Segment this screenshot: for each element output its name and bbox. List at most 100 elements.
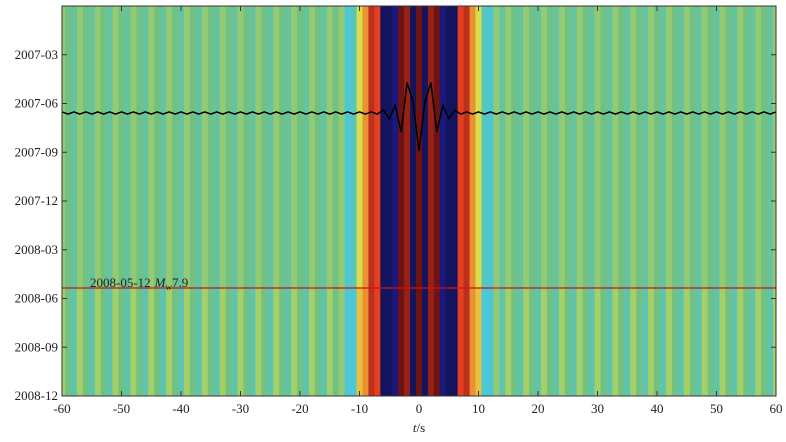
heat-cell	[469, 288, 477, 396]
heat-cell	[606, 288, 613, 396]
heat-cell	[469, 6, 477, 289]
heat-cell	[320, 288, 328, 396]
heat-cell	[344, 6, 352, 289]
heat-cell	[76, 6, 84, 289]
heat-cell	[689, 6, 697, 289]
heat-cell	[445, 6, 453, 289]
heat-cell	[535, 288, 542, 396]
heat-cell	[82, 6, 90, 289]
heat-cell	[636, 288, 643, 396]
heat-cell	[302, 288, 310, 396]
heat-cell	[172, 288, 179, 396]
heat-cell	[195, 288, 203, 396]
heat-cell	[523, 6, 530, 289]
heat-cell	[183, 6, 191, 289]
heat-cell	[588, 288, 596, 396]
heat-cell	[659, 288, 667, 396]
heat-cell	[701, 6, 709, 289]
y-tick-label: 2007-12	[15, 193, 58, 208]
heat-cell	[421, 288, 429, 396]
heat-cell	[160, 288, 167, 396]
heat-cell	[493, 288, 500, 396]
heat-cell	[148, 288, 155, 396]
event-annotation: 2008-05-12 Mw7.9	[90, 275, 188, 292]
heat-cell	[570, 288, 578, 396]
heat-cell	[213, 6, 221, 289]
heat-cell	[582, 6, 590, 289]
heat-cell	[457, 288, 465, 396]
y-tick-label: 2007-09	[15, 144, 58, 159]
heat-cell	[178, 6, 185, 289]
heat-cell	[326, 6, 334, 289]
heat-cell	[344, 288, 352, 396]
event-date: 2008-05-12	[90, 275, 151, 290]
heat-cell	[100, 288, 108, 396]
heat-cell	[237, 6, 244, 289]
heat-cell	[725, 6, 732, 289]
heat-cell	[124, 288, 131, 396]
heat-cell	[642, 6, 649, 289]
heat-cell	[707, 288, 715, 396]
x-tick-label: 50	[710, 401, 723, 416]
heat-cell	[314, 6, 322, 289]
heat-cell	[749, 6, 756, 289]
heat-cell	[463, 6, 471, 289]
heat-cell	[249, 6, 256, 289]
heat-cell	[624, 6, 631, 289]
heat-cell	[731, 288, 738, 396]
heat-cell	[404, 6, 411, 289]
heat-cell	[636, 6, 643, 289]
heat-cell	[439, 6, 447, 289]
heat-cell	[225, 6, 233, 289]
heat-cell	[713, 6, 720, 289]
heat-cell	[535, 6, 542, 289]
heat-cell	[499, 6, 506, 289]
heat-cell	[219, 288, 227, 396]
heat-cell	[261, 288, 268, 396]
x-tick-label: -60	[53, 401, 70, 416]
heat-cell	[767, 288, 774, 396]
heat-cell	[332, 6, 340, 289]
heat-cell	[457, 6, 465, 289]
heat-cell	[487, 288, 494, 396]
heat-cell	[493, 6, 500, 289]
heat-cell	[285, 6, 292, 289]
heat-cell	[767, 6, 774, 289]
heat-cell	[648, 6, 655, 289]
x-tick-label: -20	[291, 401, 308, 416]
heat-cell	[743, 6, 750, 289]
heat-cell	[564, 288, 572, 396]
heat-cell	[386, 6, 393, 289]
heat-cell	[683, 288, 691, 396]
heat-cell	[612, 6, 619, 289]
heat-cell	[677, 288, 685, 396]
heat-cell	[511, 288, 518, 396]
heat-cell	[511, 6, 518, 289]
heat-cell	[88, 288, 96, 396]
heat-cell	[517, 6, 524, 289]
heat-cell	[677, 6, 685, 289]
heat-cell	[552, 288, 560, 396]
heat-cell	[665, 6, 673, 289]
heat-cell	[505, 6, 512, 289]
heat-cell	[255, 6, 262, 289]
y-tick-label: 2007-06	[15, 96, 59, 111]
heat-cell	[481, 288, 488, 396]
heat-cell	[594, 6, 601, 289]
heat-cell	[172, 6, 179, 289]
heat-cell	[70, 288, 78, 396]
heat-cell	[243, 6, 250, 289]
heat-cell	[267, 6, 274, 289]
heat-cell	[332, 288, 340, 396]
x-tick-label: 0	[416, 401, 423, 416]
x-tick-label: -30	[232, 401, 249, 416]
heat-cell	[517, 288, 524, 396]
heat-cell	[713, 288, 720, 396]
heat-cell	[279, 288, 286, 396]
heat-cell	[606, 6, 613, 289]
heat-cell	[659, 6, 667, 289]
heat-cell	[404, 288, 411, 396]
x-tick-label: 10	[472, 401, 485, 416]
heat-cell	[427, 288, 435, 396]
heat-cell	[320, 6, 328, 289]
